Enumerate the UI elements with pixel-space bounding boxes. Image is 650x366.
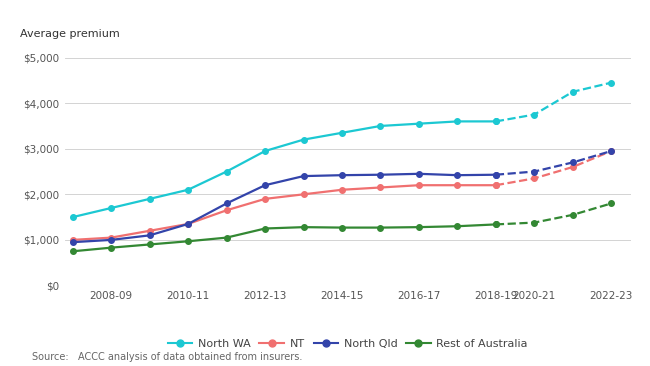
Legend: North WA, NT, North Qld, Rest of Australia: North WA, NT, North Qld, Rest of Austral… xyxy=(163,335,532,354)
Text: Source:   ACCC analysis of data obtained from insurers.: Source: ACCC analysis of data obtained f… xyxy=(32,352,303,362)
Text: Average premium: Average premium xyxy=(20,29,120,40)
